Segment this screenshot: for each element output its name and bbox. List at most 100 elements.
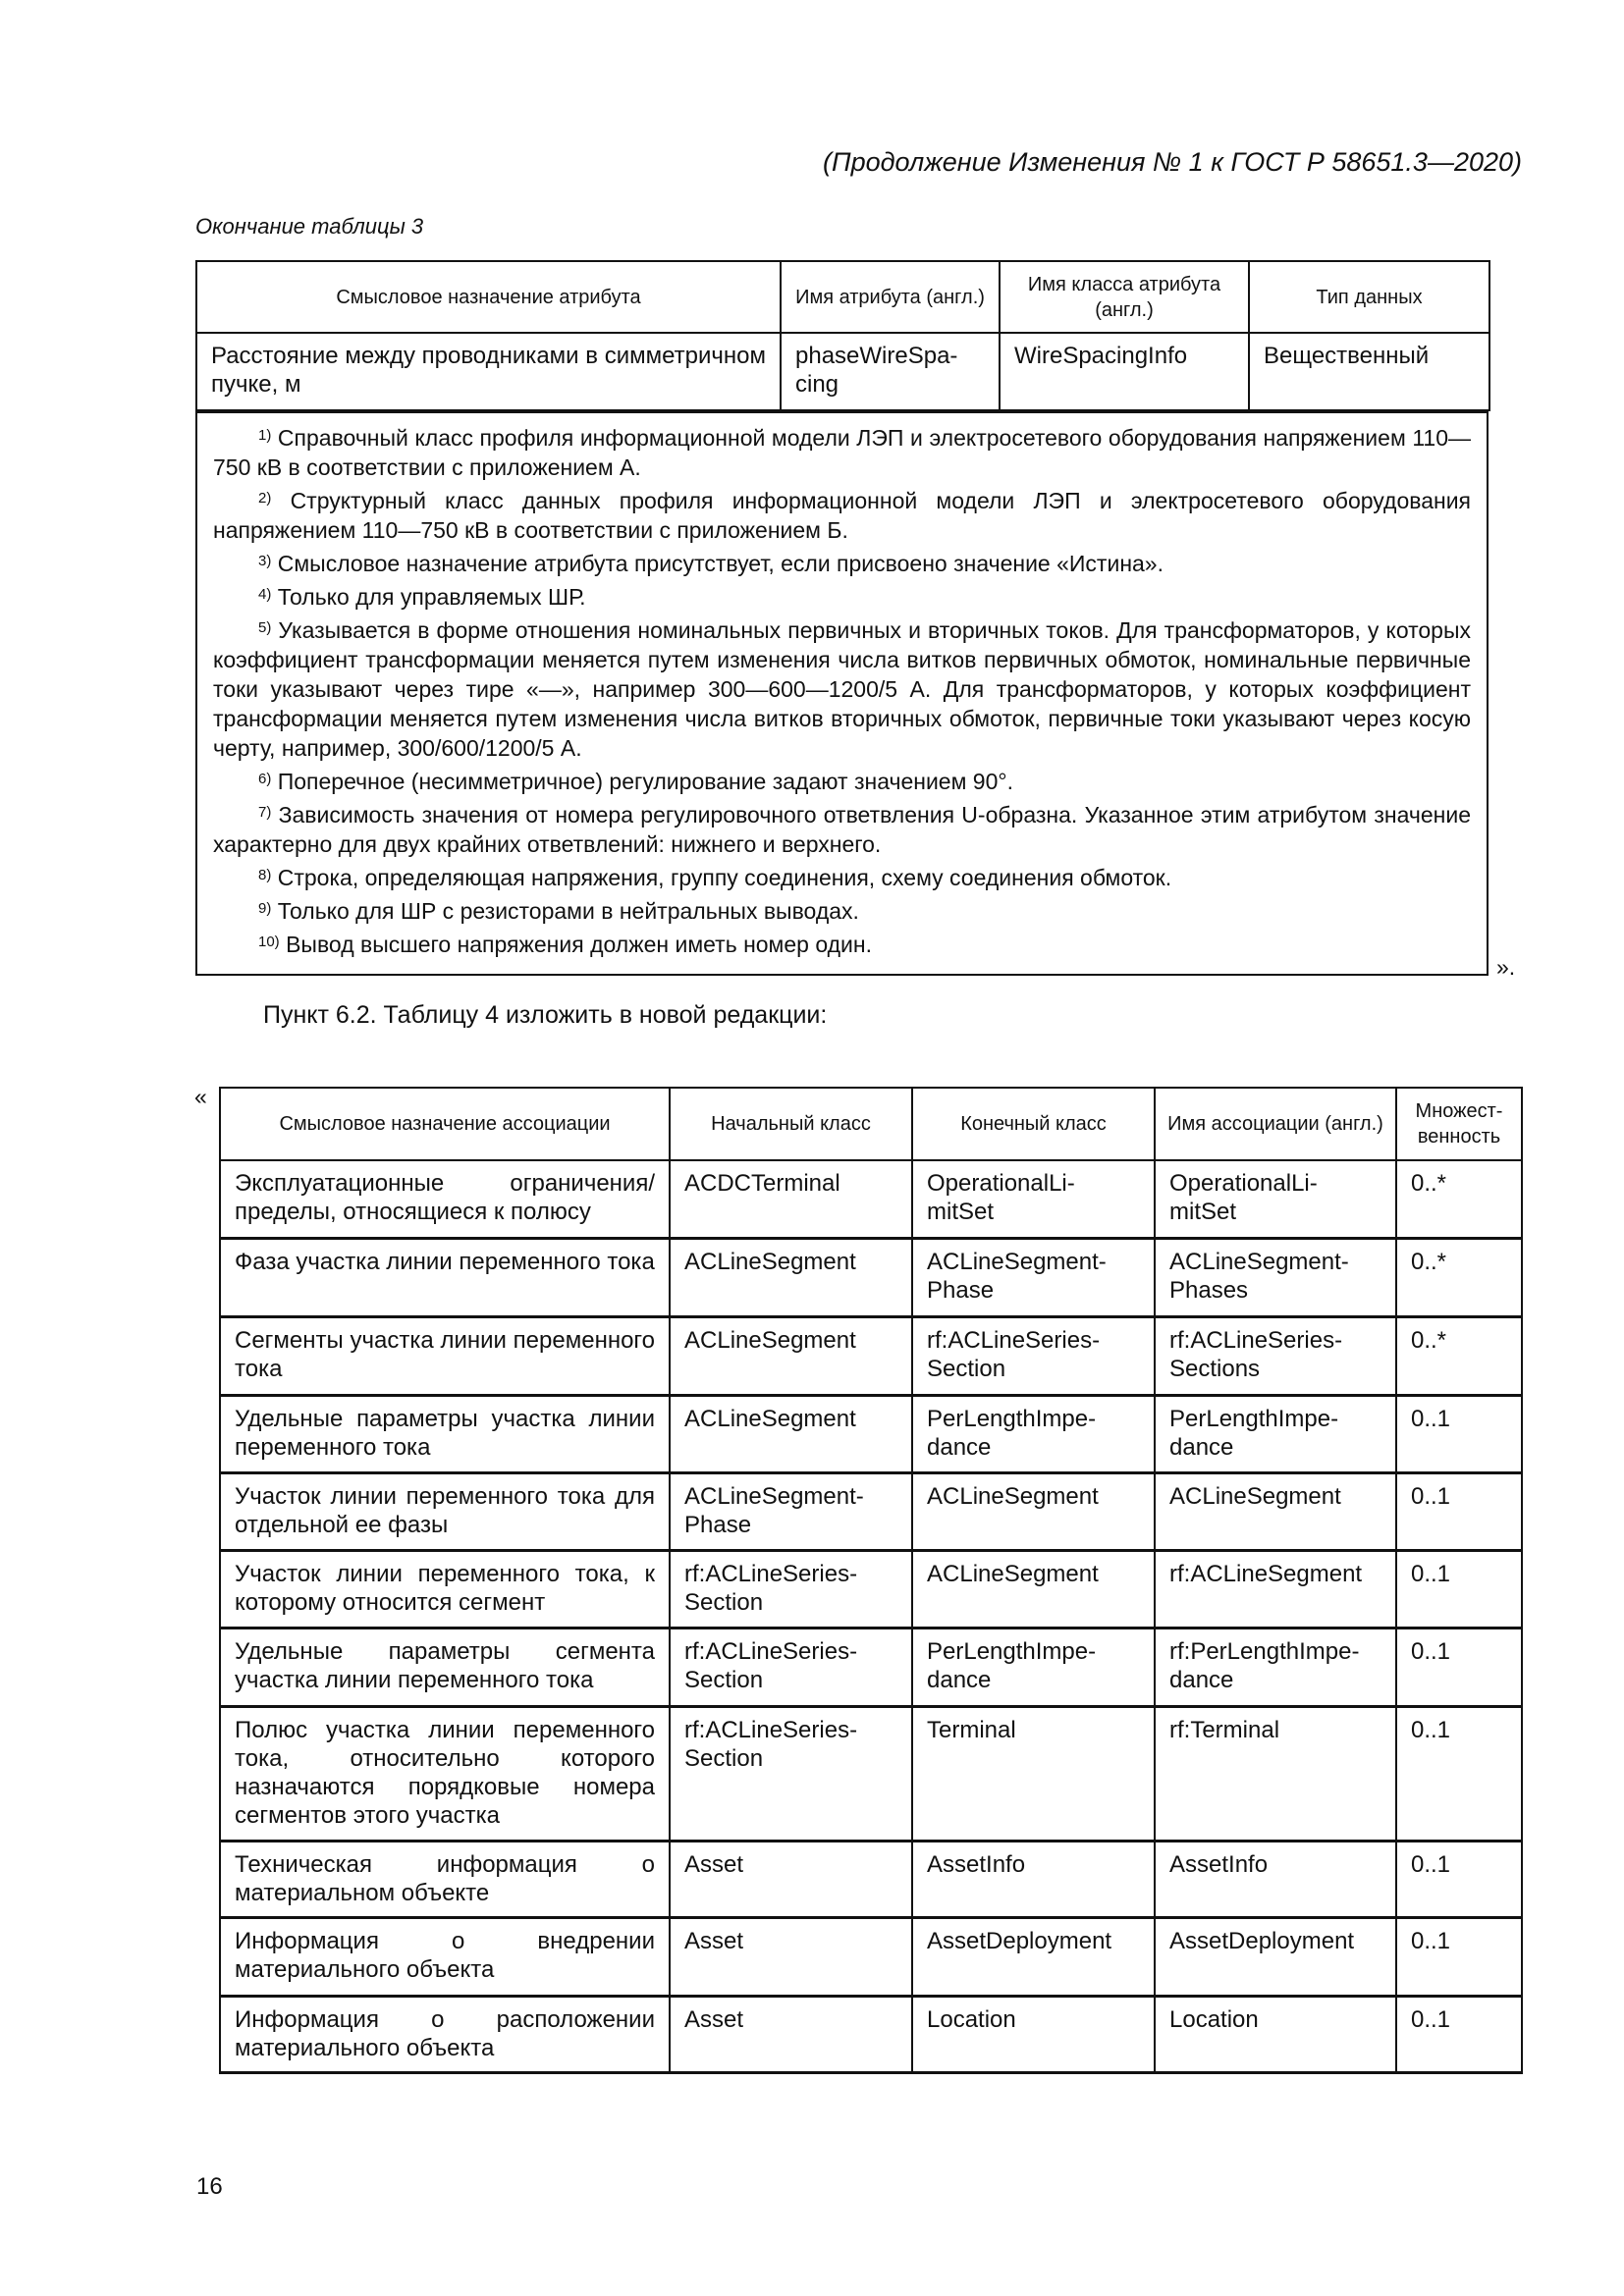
table-row: Информация о расположении материального … — [219, 1995, 1523, 2074]
cell: 0..1 — [1395, 1471, 1523, 1552]
cell: rf:Terminal — [1154, 1705, 1397, 1842]
footnote-number: 6) — [258, 771, 272, 787]
footnote-text: Смысловое назначение атрибута присутству… — [277, 551, 1164, 576]
footnote: 9) Только для ШР с резисторами в нейтрал… — [213, 896, 1471, 926]
footnote-text: Только для ШР с резисторами в нейтральны… — [277, 898, 859, 924]
cell: ACLineSegment — [911, 1471, 1156, 1552]
table-row: Эксплуатационные ограничения/пределы, от… — [219, 1159, 1523, 1240]
cell: ACLineSegment-Phases — [1154, 1237, 1397, 1318]
table4-header-row: Смысловое назначение ассоциации Начальны… — [219, 1087, 1523, 1161]
cell: Информация о внедрении материального объ… — [219, 1916, 671, 1998]
footnote-text: Только для управляемых ШР. — [277, 584, 586, 610]
cell: 0..1 — [1395, 1916, 1523, 1998]
running-header: (Продолжение Изменения № 1 к ГОСТ Р 5865… — [823, 147, 1522, 177]
table-row: Удельные параметры сегмента участка лини… — [219, 1627, 1523, 1708]
table-row: Участок линии переменного тока для отдел… — [219, 1471, 1523, 1552]
cell: PerLengthImpe-dance — [911, 1627, 1156, 1708]
cell: Информация о расположении материального … — [219, 1995, 671, 2074]
table-row: Расстояние между проводниками в симметри… — [195, 332, 1490, 411]
open-quote: « — [194, 1084, 207, 1109]
footnote-number: 7) — [258, 804, 272, 821]
footnote-number: 8) — [258, 867, 272, 883]
footnote-text: Строка, определяющая напряжения, группу … — [277, 865, 1172, 890]
footnote-number: 5) — [258, 619, 272, 636]
cell: WireSpacingInfo — [999, 332, 1250, 411]
cell: 0..1 — [1395, 1840, 1523, 1919]
cell: OperationalLi-mitSet — [1154, 1159, 1397, 1240]
cell: ACLineSegment-Phase — [911, 1237, 1156, 1318]
cell: Удельные параметры участка линии перемен… — [219, 1394, 671, 1474]
cell: Сегменты участка линии переменного тока — [219, 1315, 671, 1397]
cell: Полюс участка линии переменного тока, от… — [219, 1705, 671, 1842]
footnote: 10) Вывод высшего напряжения должен имет… — [213, 930, 1471, 959]
cell: ACLineSegment — [911, 1549, 1156, 1629]
table-4: Смысловое назначение ассоциации Начальны… — [219, 1087, 1523, 2074]
cell: Terminal — [911, 1705, 1156, 1842]
cell: 0..1 — [1395, 1995, 1523, 2074]
header-cell: Имя класса атрибута (англ.) — [999, 260, 1250, 334]
header-cell: Имя атрибута (англ.) — [780, 260, 1001, 334]
table-row: Полюс участка линии переменного тока, от… — [219, 1705, 1523, 1842]
footnote: 8) Строка, определяющая напряжения, груп… — [213, 863, 1471, 892]
table3-caption: Окончание таблицы 3 — [195, 214, 424, 239]
table-row: Удельные параметры участка линии перемен… — [219, 1394, 1523, 1474]
table-row: Информация о внедрении материального объ… — [219, 1916, 1523, 1998]
cell: ACLineSegment — [669, 1394, 913, 1474]
cell: ACLineSegment — [669, 1315, 913, 1397]
cell: AssetInfo — [911, 1840, 1156, 1919]
cell: 0..1 — [1395, 1705, 1523, 1842]
cell: 0..1 — [1395, 1394, 1523, 1474]
cell: 0..* — [1395, 1315, 1523, 1397]
footnote-text: Справочный класс профиля информационной … — [213, 425, 1471, 480]
footnote-text: Структурный класс данных профиля информа… — [213, 488, 1471, 543]
table-3: Смысловое назначение атрибута Имя атрибу… — [195, 260, 1490, 411]
footnote: 7) Зависимость значения от номера регули… — [213, 800, 1471, 859]
cell: Расстояние между проводниками в симметри… — [195, 332, 782, 411]
cell: Asset — [669, 1840, 913, 1919]
header-cell: Смысловое назначение ассоциации — [219, 1087, 671, 1161]
footnote-text: Зависимость значения от номера регулиров… — [213, 802, 1471, 857]
table-row: Сегменты участка линии переменного тока A… — [219, 1315, 1523, 1397]
cell: PerLengthImpe-dance — [911, 1394, 1156, 1474]
cell: Asset — [669, 1916, 913, 1998]
header-cell: Имя ассоциации (англ.) — [1154, 1087, 1397, 1161]
cell: Location — [1154, 1995, 1397, 2074]
cell: 0..1 — [1395, 1627, 1523, 1708]
footnote-number: 3) — [258, 553, 272, 569]
header-cell: Смысловое назначение атрибута — [195, 260, 782, 334]
cell: Техническая информация о материальном об… — [219, 1840, 671, 1919]
header-cell: Начальный класс — [669, 1087, 913, 1161]
header-cell: Множест-венность — [1395, 1087, 1523, 1161]
cell: rf:ACLineSeries-Section — [669, 1705, 913, 1842]
footnote: 6) Поперечное (несимметричное) регулиров… — [213, 767, 1471, 796]
cell: 0..1 — [1395, 1549, 1523, 1629]
footnote-number: 2) — [258, 490, 272, 507]
table-row: Фаза участка линии переменного тока ACLin… — [219, 1237, 1523, 1318]
cell: Asset — [669, 1995, 913, 2074]
footnote: 1) Справочный класс профиля информационн… — [213, 423, 1471, 482]
table3-header-row: Смысловое назначение атрибута Имя атрибу… — [195, 260, 1490, 334]
cell: rf:PerLengthImpe-dance — [1154, 1627, 1397, 1708]
header-cell: Конечный класс — [911, 1087, 1156, 1161]
cell: AssetDeployment — [1154, 1916, 1397, 1998]
footnote-text: Поперечное (несимметричное) регулировани… — [277, 769, 1013, 794]
cell: rf:ACLineSeries-Sections — [1154, 1315, 1397, 1397]
table-row: Техническая информация о материальном об… — [219, 1840, 1523, 1919]
cell: ACDCTerminal — [669, 1159, 913, 1240]
cell: rf:ACLineSeries-Section — [669, 1627, 913, 1708]
footnote: 2) Структурный класс данных профиля инфо… — [213, 486, 1471, 545]
cell: Вещественный — [1248, 332, 1490, 411]
cell: 0..* — [1395, 1237, 1523, 1318]
header-cell: Тип данных — [1248, 260, 1490, 334]
footnote-number: 10) — [258, 934, 280, 950]
cell: AssetInfo — [1154, 1840, 1397, 1919]
footnote-text: Вывод высшего напряжения должен иметь но… — [286, 932, 872, 957]
cell: rf:ACLineSeries-Section — [669, 1549, 913, 1629]
cell: AssetDeployment — [911, 1916, 1156, 1998]
cell: Location — [911, 1995, 1156, 2074]
cell: ACLineSegment — [1154, 1471, 1397, 1552]
footnote: 3) Смысловое назначение атрибута присутс… — [213, 549, 1471, 578]
footnote-number: 9) — [258, 900, 272, 917]
cell: ACLineSegment-Phase — [669, 1471, 913, 1552]
footnote-text: Указывается в форме отношения номинальны… — [213, 617, 1472, 761]
